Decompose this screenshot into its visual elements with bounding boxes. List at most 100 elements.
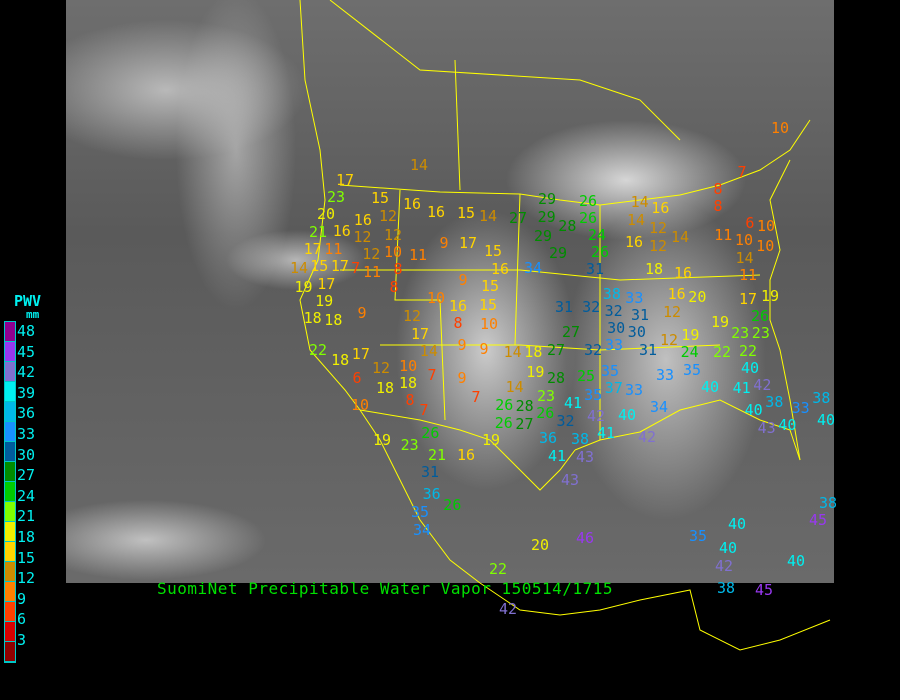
station-pwv-value: 8 [713,179,723,198]
station-pwv-value: 15 [310,257,329,276]
legend-swatch [5,402,15,422]
station-pwv-value: 19 [294,277,313,296]
station-pwv-value: 14 [626,210,646,229]
station-pwv-value: 42 [586,406,606,425]
station-pwv-value: 22 [308,340,328,359]
station-pwv-value: 25 [576,366,596,385]
station-pwv-value: 10 [756,236,775,255]
us-mexico-border [359,409,576,491]
station-pwv-value: 12 [648,236,668,255]
legend-swatch [5,442,15,462]
legend-label: 39 [17,383,36,402]
station-pwv-value: 35 [688,526,708,545]
station-pwv-value: 7 [427,365,437,384]
station-pwv-value: 38 [812,388,831,407]
station-pwv-value: 12 [378,206,398,225]
pwv-legend: PWV mm 48 45 42 39 36 33 30 27 24 21 18 15 12 9 6 3 [4,292,56,663]
station-pwv-value: 26 [443,495,462,514]
station-pwv-value: 26 [578,191,598,210]
station-pwv-value: 19 [372,430,392,449]
station-pwv-value: 17 [351,344,370,363]
station-pwv-value: 30 [607,319,626,338]
station-pwv-value: 42 [637,427,657,446]
station-pwv-value: 15 [478,295,498,314]
station-pwv-value: 23 [751,323,770,342]
legend-unit: mm [26,308,40,321]
station-pwv-value: 28 [515,397,534,416]
station-pwv-value: 15 [370,189,390,208]
station-pwv-value: 30 [627,323,646,342]
station-pwv-value: 34 [523,258,543,277]
station-pwv-value: 16 [624,232,644,251]
station-pwv-value: 18 [644,259,664,278]
legend-swatch [5,562,15,582]
station-pwv-value: 12 [362,245,381,264]
station-pwv-value: 23 [400,435,419,454]
station-pwv-value: 10 [350,395,370,414]
station-pwv-value: 40 [740,358,760,377]
station-pwv-value: 37 [604,379,623,398]
station-pwv-value: 12 [371,358,391,377]
station-pwv-value: 41 [563,394,583,413]
station-pwv-value: 33 [604,336,624,355]
station-pwv-value: 43 [757,418,776,437]
legend-swatch [5,542,15,562]
station-pwv-value: 9 [457,368,467,387]
station-pwv-value: 42 [498,599,518,618]
legend-swatch [5,622,15,642]
station-pwv-value: 8 [453,314,463,333]
legend-label: 9 [17,589,27,608]
station-pwv-value: 46 [575,528,595,547]
station-pwv-value: 31 [585,260,605,279]
station-pwv-value: 11 [408,245,428,264]
station-pwv-value: 29 [537,207,556,226]
station-pwv-value: 9 [439,233,449,252]
legend-label: 18 [17,528,36,546]
state-line [380,344,721,351]
legend-label: 27 [17,466,36,485]
station-pwv-value: 23 [536,386,555,405]
station-pwv-value: 22 [738,341,758,360]
station-pwv-value: 18 [331,350,350,369]
station-pwv-value: 33 [791,398,810,417]
station-pwv-value: 35 [584,385,603,404]
station-pwv-value: 17 [410,325,430,344]
legend-label: 48 [17,322,36,340]
legend-label: 6 [17,610,27,629]
legend-label: 36 [17,404,36,423]
legend-title: PWV [14,292,42,310]
station-pwv-value: 42 [753,375,772,394]
station-pwv-value: 14 [289,259,308,278]
station-pwv-value: 40 [700,377,720,396]
station-pwv-value: 40 [617,405,637,424]
station-pwv-value: 45 [808,511,828,530]
satellite-map [66,0,834,583]
legend-label: 21 [17,507,36,526]
station-pwv-value: 18 [303,309,322,328]
station-pwv-value: 16 [426,202,446,221]
station-pwv-value: 12 [353,227,372,246]
station-pwv-value: 17 [738,289,758,308]
legend-swatch [5,382,15,402]
station-pwv-value: 20 [530,535,550,554]
station-pwv-value: 11 [362,262,382,281]
legend-swatch [5,482,15,502]
map-title: SuomiNet Precipitable Water Vapor 150514… [157,579,613,598]
station-pwv-value: 14 [409,155,429,174]
legend-label: 24 [17,486,36,505]
station-pwv-value: 40 [778,415,797,434]
station-pwv-value: 17 [317,274,336,293]
legend-label: 33 [17,425,36,443]
station-pwv-value: 31 [554,297,574,316]
station-pwv-value: 28 [558,216,577,235]
station-pwv-value: 19 [760,286,780,305]
station-pwv-value: 26 [494,413,513,432]
station-pwv-value: 38 [602,284,621,303]
legend-label: 42 [17,363,36,382]
station-pwv-value: 6 [352,368,362,387]
legend-swatch [5,422,15,442]
station-pwv-value: 19 [681,325,700,344]
station-pwv-value: 32 [556,411,575,430]
station-pwv-value: 26 [750,306,770,325]
station-pwv-value: 7 [737,162,747,181]
